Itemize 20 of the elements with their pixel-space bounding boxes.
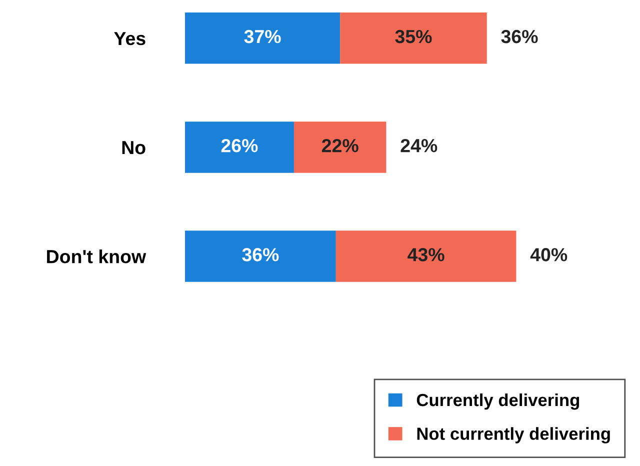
legend-label: Currently delivering xyxy=(416,393,580,410)
y-tick-label: Yes xyxy=(114,32,146,46)
annotation: 40% xyxy=(530,248,568,262)
data-label: 35% xyxy=(395,30,432,44)
annotation: 36% xyxy=(501,30,538,44)
legend-label: Not currently delivering xyxy=(417,427,610,444)
data-label: 22% xyxy=(322,138,358,152)
bar xyxy=(184,230,336,282)
bar xyxy=(336,230,516,282)
bar xyxy=(340,12,487,64)
y-tick-label: Don't know xyxy=(47,250,146,264)
data-label: 26% xyxy=(221,138,258,152)
y-tick-label: No xyxy=(122,141,146,154)
bar xyxy=(184,122,294,173)
annotation: 24% xyxy=(400,138,438,152)
bar xyxy=(294,122,386,173)
bar xyxy=(184,12,340,64)
data-label: 37% xyxy=(244,30,281,44)
data-label: 36% xyxy=(242,248,279,262)
data-label: 43% xyxy=(408,248,444,262)
